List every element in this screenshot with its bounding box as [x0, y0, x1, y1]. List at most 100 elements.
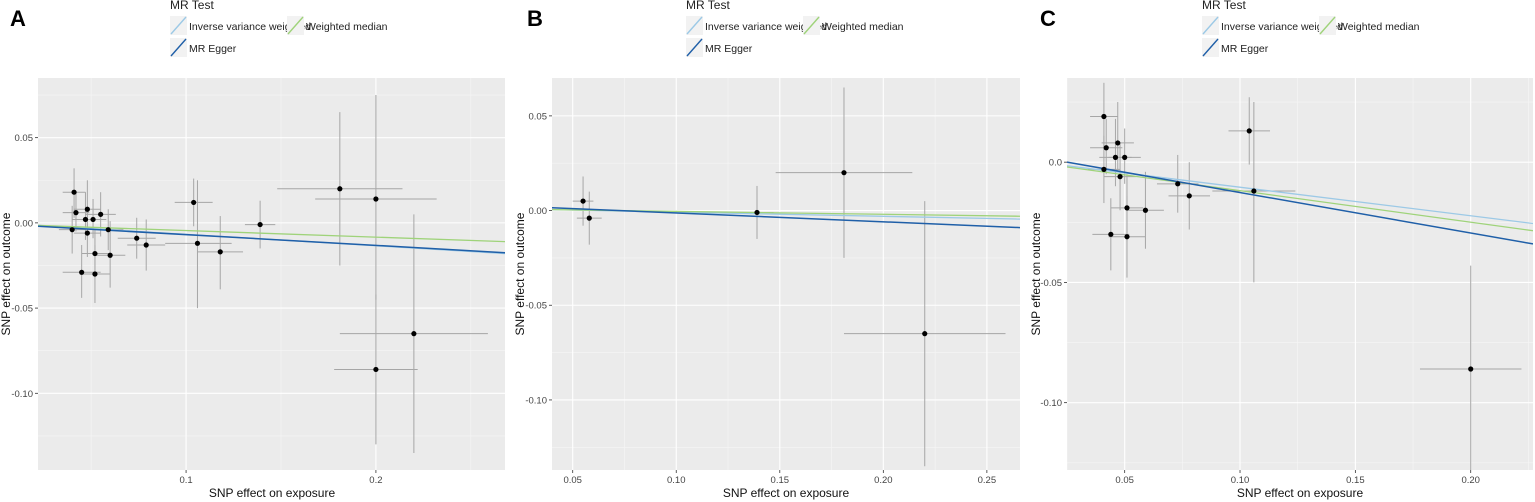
plot-background: [38, 78, 505, 470]
legend-key-line: [287, 16, 304, 35]
x-tick-label: 0.05: [563, 475, 582, 486]
panel-a: A MR Test Inverse variance weightedWeighte…: [0, 0, 505, 500]
regression-line-mr-egger: [552, 206, 1020, 229]
x-tick-label: 0.25: [978, 475, 997, 486]
data-layer: [38, 95, 505, 453]
legend-label: MR Egger: [189, 43, 237, 55]
data-point: [1124, 234, 1130, 240]
regression-line-mr-egger: [1067, 161, 1533, 245]
data-point: [1175, 181, 1181, 187]
data-point: [841, 170, 847, 176]
legend-title: MR Test: [686, 0, 730, 12]
legend-key-weighted-median: [287, 16, 304, 35]
regression-line-weighted-median: [1067, 166, 1533, 232]
legend-key-line: [686, 38, 703, 57]
plot-background: [552, 78, 1020, 470]
x-tick-label: 0.20: [1461, 475, 1480, 486]
legend-key-inverse-variance-weighted: [1202, 16, 1219, 35]
data-point: [143, 242, 149, 248]
legend: MR Test Inverse variance weightedWeighted…: [170, 0, 388, 57]
data-point: [217, 249, 223, 255]
data-layer: [552, 87, 1020, 467]
data-point: [1112, 154, 1119, 160]
y-tick-label: -0.10: [11, 389, 33, 400]
data-point: [69, 227, 75, 233]
x-axis-title: SNP effect on exposure: [723, 486, 850, 500]
data-point: [92, 271, 98, 277]
y-tick-label: -0.10: [1040, 398, 1062, 409]
data-point: [1101, 113, 1107, 120]
legend-key-weighted-median: [1319, 16, 1336, 35]
legend-key-line: [170, 38, 187, 57]
data-point: [71, 189, 77, 195]
legend-key-mr-egger: [170, 38, 187, 57]
gridlines: [552, 78, 1020, 470]
y-axis-title: SNP effect on outcome: [0, 212, 13, 335]
legend: MR Test Inverse variance weightedWeighted…: [686, 0, 904, 57]
data-point: [1124, 205, 1130, 211]
data-point: [73, 210, 79, 216]
x-tick-label: 0.10: [1231, 475, 1250, 486]
legend: MR Test Inverse variance weightedWeighted…: [1202, 0, 1420, 57]
data-point: [257, 221, 263, 228]
panel-letter: C: [1040, 6, 1056, 31]
data-point: [90, 216, 96, 223]
data-point: [1103, 145, 1109, 151]
y-tick-label: -0.10: [525, 395, 547, 406]
legend-label: Weighted median: [822, 21, 904, 33]
panel-letter: B: [527, 6, 543, 31]
data-point: [194, 240, 201, 246]
data-point: [1246, 128, 1252, 134]
data-point: [1122, 154, 1128, 160]
legend-key-line: [1319, 16, 1336, 35]
legend-key-line: [170, 16, 187, 35]
data-point: [580, 198, 586, 204]
y-tick-label: 0.05: [15, 133, 34, 144]
data-point: [754, 209, 760, 216]
regression-line-mr-egger: [38, 225, 505, 254]
x-tick-label: 0.15: [771, 475, 790, 486]
x-axis-title: SNP effect on exposure: [209, 486, 336, 500]
data-point: [84, 206, 90, 212]
data-point: [922, 331, 928, 337]
data-point: [373, 196, 379, 202]
data-point: [134, 235, 140, 241]
data-point: [191, 199, 197, 206]
legend-label: Inverse variance weighted: [189, 21, 311, 33]
x-axis-title: SNP effect on exposure: [1237, 486, 1364, 500]
legend-label: Weighted median: [1338, 21, 1420, 33]
legend-label: MR Egger: [1221, 43, 1269, 55]
x-tick-label: 0.10: [667, 475, 686, 486]
legend-key-inverse-variance-weighted: [170, 16, 187, 35]
data-layer: [1067, 82, 1533, 470]
legend-label: Inverse variance weighted: [1221, 21, 1343, 33]
y-tick-label: 0.00: [15, 218, 34, 229]
gridlines: [1067, 78, 1533, 470]
data-point: [1108, 231, 1114, 237]
x-tick-label: 0.15: [1346, 475, 1365, 486]
y-axis-title: SNP effect on outcome: [513, 212, 527, 335]
data-point: [84, 230, 90, 236]
x-tick-label: 0.20: [874, 475, 893, 486]
legend-label: Weighted median: [306, 21, 388, 33]
legend-key-mr-egger: [686, 38, 703, 57]
data-point: [98, 211, 104, 217]
regression-line-weighted-median: [38, 224, 505, 243]
data-point: [107, 252, 113, 258]
y-tick-label: -0.05: [11, 304, 33, 315]
panel-c: C MR Test Inverse variance weightedWeighte…: [1029, 0, 1533, 500]
legend-key-line: [1202, 38, 1219, 57]
legend-key-mr-egger: [1202, 38, 1219, 57]
data-point: [1101, 166, 1107, 172]
data-point: [105, 227, 111, 233]
y-tick-label: 0.0: [1049, 158, 1062, 169]
panel-letter: A: [10, 6, 26, 31]
y-tick-label: -0.05: [1040, 278, 1062, 289]
legend-key-line: [686, 16, 703, 35]
legend-key-line: [1202, 16, 1219, 35]
legend-title: MR Test: [1202, 0, 1246, 12]
data-point: [1115, 140, 1121, 146]
data-point: [1251, 188, 1257, 194]
data-point: [79, 269, 85, 275]
